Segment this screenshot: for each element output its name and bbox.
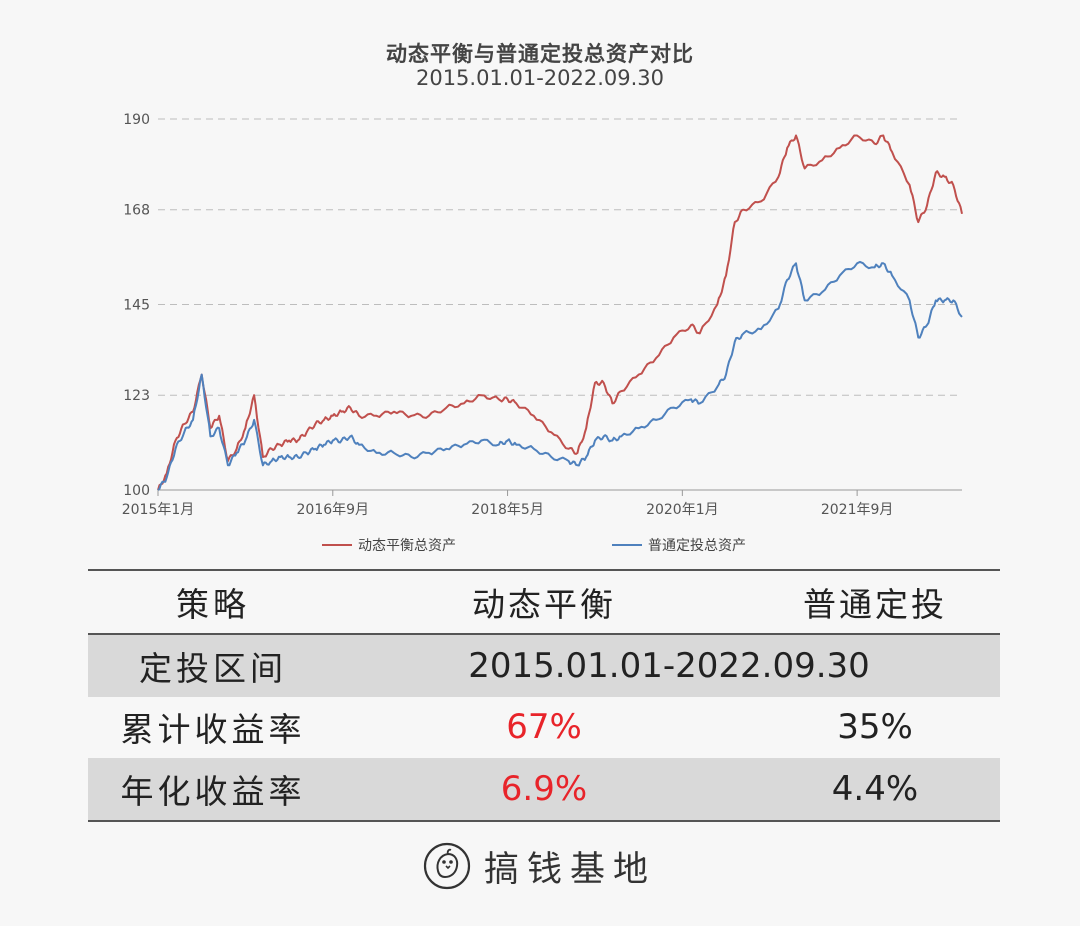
chart-subtitle: 2015.01.01-2022.09.30 bbox=[415, 66, 665, 90]
y-tick-label: 100 bbox=[123, 483, 150, 499]
asset-comparison-chart: 100 123 145 168 190 2015年1月 2016年9月 2018年5月 2020… bbox=[122, 112, 963, 554]
annualized-return-row: 年化收益率 6.9% 4.4% bbox=[88, 758, 1000, 820]
chick-logo-icon bbox=[423, 842, 471, 890]
brand-name: 搞钱基地 bbox=[484, 849, 657, 890]
cumulative-return-label: 累计收益率 bbox=[120, 710, 306, 750]
chart-title: 动态平衡与普通定投总资产对比 bbox=[386, 42, 694, 66]
period-value: 2015.01.01-2022.09.30 bbox=[468, 645, 870, 686]
cumulative-return-regular: 35% bbox=[837, 707, 913, 748]
x-tick-label: 2021年9月 bbox=[821, 502, 894, 518]
y-tick-label: 123 bbox=[123, 388, 150, 404]
legend-label: 普通定投总资产 bbox=[648, 538, 746, 554]
regular-investment-header: 普通定投 bbox=[803, 585, 947, 624]
series-line-dynamic-balance bbox=[157, 134, 963, 491]
x-tick-label: 2020年1月 bbox=[646, 502, 719, 518]
x-tick-label: 2015年1月 bbox=[122, 502, 195, 518]
y-tick-label: 168 bbox=[123, 203, 150, 219]
strategy-header: 策略 bbox=[176, 585, 250, 624]
legend-label: 动态平衡总资产 bbox=[358, 538, 456, 554]
period-label: 定投区间 bbox=[139, 648, 287, 688]
period-row: 定投区间 2015.01.01-2022.09.30 bbox=[88, 635, 1000, 697]
cumulative-return-dynamic: 67% bbox=[506, 707, 582, 748]
table-header-row: 策略 动态平衡 普通定投 bbox=[88, 571, 1000, 635]
comparison-table: 策略 动态平衡 普通定投 定投区间 2015.01.01-2022.09.30 … bbox=[88, 569, 1000, 822]
cumulative-return-row: 累计收益率 67% 35% bbox=[88, 697, 1000, 759]
annualized-return-label: 年化收益率 bbox=[120, 771, 306, 811]
dynamic-balance-header: 动态平衡 bbox=[472, 585, 616, 624]
series-line-regular-investment bbox=[157, 260, 963, 491]
y-tick-label: 190 bbox=[123, 112, 150, 128]
annualized-return-regular: 4.4% bbox=[831, 768, 919, 809]
brand-logo: 搞钱基地 bbox=[422, 838, 656, 894]
x-tick-label: 2018年5月 bbox=[471, 502, 544, 518]
annualized-return-dynamic: 6.9% bbox=[500, 768, 588, 809]
x-tick-label: 2016年9月 bbox=[297, 502, 370, 518]
y-tick-label: 145 bbox=[123, 298, 150, 314]
